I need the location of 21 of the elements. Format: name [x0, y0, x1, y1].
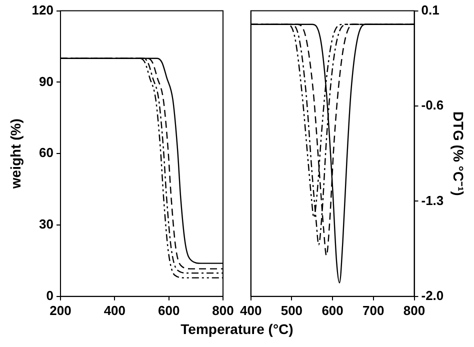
y2-tick-label: -1.3 [421, 192, 444, 208]
x-tick-label: 800 [212, 302, 234, 318]
x-axis-title: Temperature (°C) [180, 321, 294, 337]
y2-tick-label: -0.6 [421, 98, 444, 113]
y-tick-label: 30 [39, 216, 54, 232]
y2-axis-title: DTG (% °C⁻¹) [450, 111, 467, 196]
y-tick-label: 120 [32, 2, 54, 18]
x-tick-label: 400 [240, 302, 262, 318]
y2-tick-label: 0.1 [421, 2, 440, 18]
x-tick-label: 600 [158, 302, 180, 318]
y-tick-label: 0 [46, 288, 54, 303]
x-tick-label: 600 [322, 302, 344, 318]
y-tick-label: 60 [39, 145, 54, 160]
x-tick-label: 800 [403, 302, 426, 318]
x-tick-label: 200 [50, 302, 72, 318]
y-axis-title: weight (%) [7, 118, 24, 190]
x-tick-label: 500 [280, 302, 303, 318]
x-tick-label: 700 [362, 302, 384, 318]
x-tick-label: 400 [104, 302, 126, 318]
y-tick-label: 90 [39, 74, 54, 89]
y2-tick-label: -2.0 [421, 288, 444, 303]
